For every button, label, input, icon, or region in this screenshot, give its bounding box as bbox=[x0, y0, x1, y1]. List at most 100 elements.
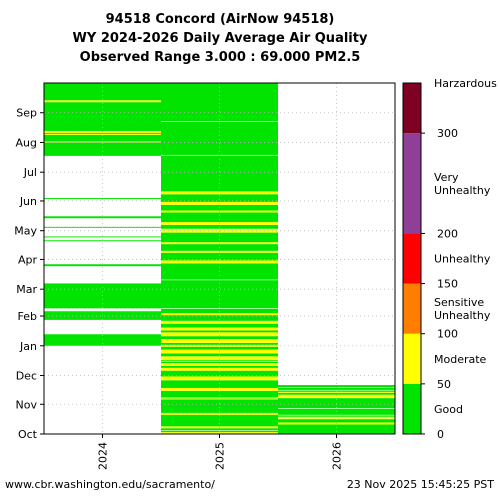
heatmap-cell bbox=[44, 134, 161, 142]
y-tick-label: Sep bbox=[16, 107, 37, 120]
colorbar-category-label: Good bbox=[434, 403, 463, 416]
heatmap-cell bbox=[44, 334, 161, 346]
heatmap-cell bbox=[44, 133, 161, 135]
heatmap-cell bbox=[161, 344, 278, 347]
heatmap-cell bbox=[44, 236, 161, 238]
colorbar-category-label: Sensitive bbox=[434, 296, 484, 309]
y-axis: Oct Nov Dec Jan Feb Mar Apr May Jun Jul Aug Sep bbox=[14, 107, 44, 441]
heatmap-cell bbox=[278, 416, 395, 419]
colorbar: 050100150200300GoodModerateSensitiveUnhe… bbox=[402, 77, 497, 441]
colorbar-tick-label: 100 bbox=[437, 328, 458, 341]
colorbar-band bbox=[403, 283, 421, 334]
heatmap-cell bbox=[161, 323, 278, 328]
heatmap-cell bbox=[161, 387, 278, 391]
colorbar-tick-label: 0 bbox=[437, 428, 444, 441]
source-url: www.cbr.washington.edu/sacramento/ bbox=[5, 478, 215, 491]
heatmap-cell bbox=[161, 414, 278, 427]
heatmap-cell bbox=[161, 232, 278, 243]
heatmap-cell bbox=[44, 198, 161, 200]
y-tick-label: Oct bbox=[18, 428, 38, 441]
heatmap-cell bbox=[161, 399, 278, 414]
heatmap-cell bbox=[161, 390, 278, 399]
heatmap-cell bbox=[161, 336, 278, 340]
heatmap-cell bbox=[161, 413, 278, 415]
heatmap-cell bbox=[161, 83, 278, 192]
y-tick-label: Apr bbox=[18, 253, 38, 266]
y-tick-label: Aug bbox=[16, 136, 37, 149]
colorbar-band bbox=[403, 83, 421, 134]
chart-title-line-1: 94518 Concord (AirNow 94518) bbox=[105, 12, 335, 27]
heatmap-cell bbox=[44, 141, 161, 143]
colorbar-tick-label: 50 bbox=[437, 378, 451, 391]
heatmap-gap bbox=[161, 308, 278, 309]
heatmap-gap bbox=[161, 412, 278, 414]
heatmap-cell bbox=[161, 315, 278, 321]
x-axis: 2024 2025 2026 bbox=[97, 434, 344, 470]
y-tick-label: Mar bbox=[16, 283, 37, 296]
colorbar-category-label: Unhealthy bbox=[434, 184, 491, 197]
colorbar-frame bbox=[402, 82, 422, 435]
heatmap-cell bbox=[161, 224, 278, 229]
colorbar-tick-label: 300 bbox=[437, 127, 458, 140]
y-tick-label: Jun bbox=[19, 195, 37, 208]
heatmap-cell bbox=[161, 363, 278, 366]
y-tick-label: Jan bbox=[19, 340, 37, 353]
heatmap-cell bbox=[161, 332, 278, 337]
heatmap-cell bbox=[161, 194, 278, 202]
heatmap-gap bbox=[278, 418, 395, 420]
colorbar-band bbox=[403, 133, 421, 234]
heatmap-cell bbox=[161, 370, 278, 377]
heatmap-gap bbox=[161, 121, 278, 122]
y-tick-label: Dec bbox=[16, 370, 37, 383]
heatmap-cell bbox=[161, 263, 278, 314]
colorbar-category-label: Unhealthy bbox=[434, 253, 491, 266]
heatmap-cell bbox=[278, 394, 395, 398]
colorbar-tick-label: 200 bbox=[437, 227, 458, 240]
y-tick-label: May bbox=[14, 225, 37, 238]
y-tick-label: Jul bbox=[23, 166, 37, 179]
heatmap-cell bbox=[278, 385, 395, 392]
colorbar-category-label: Harzardous bbox=[434, 77, 497, 90]
heatmap-cell bbox=[278, 391, 395, 393]
heatmap-cell bbox=[161, 398, 278, 400]
heatmap-cell bbox=[161, 212, 278, 223]
heatmap-cell bbox=[44, 100, 161, 103]
heatmap-gap bbox=[161, 397, 278, 399]
chart-title-line-3: Observed Range 3.000 : 69.000 PM2.5 bbox=[79, 50, 361, 65]
heatmap-cell bbox=[161, 376, 278, 381]
generated-timestamp: 23 Nov 2025 15:45:25 PST bbox=[346, 478, 494, 491]
heatmap-gap bbox=[161, 361, 278, 362]
heatmap-gap bbox=[161, 430, 278, 431]
heatmap-cell bbox=[161, 313, 278, 316]
heatmap-cell bbox=[161, 432, 278, 434]
gridlines bbox=[44, 83, 395, 435]
heatmap-cell bbox=[44, 264, 161, 267]
heatmap-cell bbox=[161, 228, 278, 233]
colorbar-category-label: Moderate bbox=[434, 353, 487, 366]
heatmap-cell bbox=[161, 320, 278, 324]
heatmap-cell bbox=[161, 367, 278, 371]
colorbar-category-label: Unhealthy bbox=[434, 309, 491, 322]
heatmap-cell bbox=[161, 353, 278, 357]
y-tick-label: Nov bbox=[16, 398, 38, 411]
heatmap-cell bbox=[161, 327, 278, 331]
chart-title-line-2: WY 2024-2026 Daily Average Air Quality bbox=[72, 31, 368, 46]
heatmap-cell bbox=[161, 380, 278, 388]
x-tick-label: 2024 bbox=[97, 442, 110, 470]
colorbar-tick-label: 150 bbox=[437, 278, 458, 291]
heatmap-cell bbox=[278, 424, 395, 434]
x-tick-label: 2026 bbox=[331, 442, 344, 470]
heatmap-cell bbox=[44, 240, 161, 242]
heatmap-gap bbox=[278, 397, 395, 399]
heatmap-cell bbox=[44, 102, 161, 131]
heatmap-gap bbox=[278, 408, 395, 409]
heatmap-cell bbox=[161, 339, 278, 343]
colorbar-band bbox=[403, 383, 421, 434]
heatmap-cell bbox=[161, 260, 278, 264]
heatmap-cell bbox=[278, 392, 395, 395]
colorbar-band bbox=[403, 333, 421, 384]
heatmap-cell bbox=[278, 418, 395, 423]
heatmap-cell bbox=[161, 356, 278, 361]
colorbar-category-label: Very bbox=[434, 171, 459, 184]
